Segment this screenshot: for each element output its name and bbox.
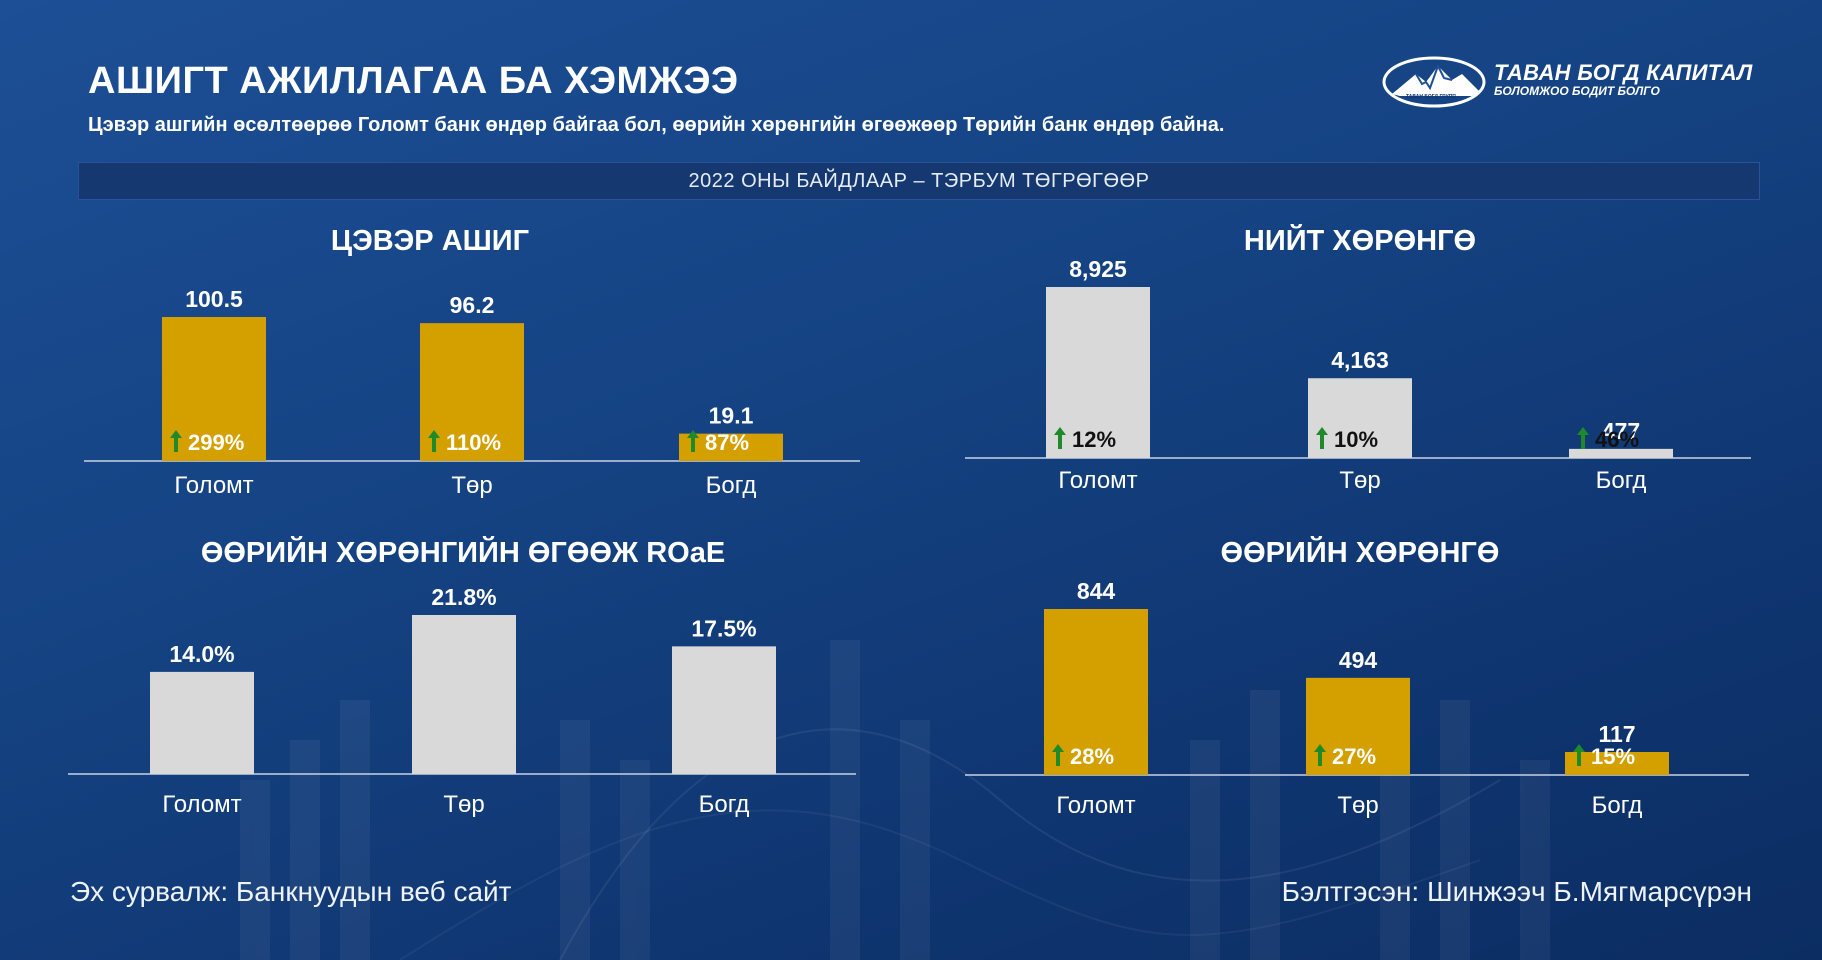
- chart-title: ЦЭВЭР АШИГ: [330, 225, 530, 257]
- value-label: 117: [1598, 721, 1635, 747]
- up-arrow-icon: [428, 430, 440, 452]
- value-label: 19.1: [709, 403, 754, 429]
- up-arrow-icon: [1054, 427, 1066, 449]
- growth-label: 28%: [1070, 744, 1114, 769]
- category-label: Голомт: [174, 472, 253, 499]
- net-profit-chart: ЦЭВЭР АШИГ 100.5 Голомт 299% 96.2 Төр 110% 19.…: [80, 225, 860, 515]
- category-label: Төр: [1339, 467, 1380, 494]
- bar-1: [1044, 609, 1148, 775]
- chart-title: ӨӨРИЙН ХӨРӨНГӨ: [1220, 537, 1500, 569]
- bar-3: [672, 646, 776, 774]
- up-arrow-icon: [1573, 744, 1585, 766]
- up-arrow-icon: [1316, 427, 1328, 449]
- value-label: 4,163: [1331, 347, 1389, 373]
- bar-2: [412, 615, 516, 774]
- growth-label: 110%: [446, 430, 501, 455]
- value-label: 100.5: [185, 286, 243, 312]
- logo-name: ТАВАН БОГД КАПИТАЛ: [1494, 60, 1753, 85]
- value-label: 21.8%: [431, 584, 496, 610]
- roae-plot: 14.0% Голомт 21.8% Төр 17.5% Богд: [68, 584, 856, 818]
- mountain-logo-icon: [1382, 56, 1486, 108]
- growth-label: 87%: [705, 430, 749, 455]
- bar-1: [150, 671, 254, 774]
- total-assets-chart: НИЙТ ХӨРӨНГӨ 8,925 Голомт 12% 4,163 Төр 10% 47…: [965, 225, 1755, 515]
- bar-2: [1306, 677, 1410, 775]
- value-label: 477: [1602, 418, 1640, 444]
- page-title: АШИГТ АЖИЛЛАГАА БА ХЭМЖЭЭ: [88, 60, 739, 102]
- growth-label: 15%: [1591, 744, 1635, 769]
- chart-title: НИЙТ ХӨРӨНГӨ: [1243, 225, 1477, 257]
- category-label: Голомт: [162, 791, 241, 818]
- bar-1: [1046, 287, 1150, 458]
- growth-label: 27%: [1332, 744, 1376, 769]
- bar-3: [1569, 448, 1673, 458]
- category-label: Голомт: [1056, 792, 1135, 819]
- growth-label: 299%: [188, 430, 244, 455]
- value-label: 8,925: [1069, 256, 1127, 282]
- category-label: Богд: [699, 791, 750, 818]
- value-label: 14.0%: [169, 641, 234, 667]
- up-arrow-icon: [1577, 427, 1589, 449]
- roae-chart: ӨӨРИЙН ХӨРӨНГИЙН ӨГӨӨЖ ROaE 14.0% Голомт 2…: [68, 537, 858, 827]
- value-label: 17.5%: [691, 615, 756, 641]
- equity-chart: ӨӨРИЙН ХӨРӨНГӨ 844 Голомт 28% 494 Төр 27% 117 Б…: [965, 537, 1755, 827]
- growth-label: 10%: [1334, 427, 1378, 452]
- value-label: 96.2: [450, 292, 495, 318]
- category-label: Төр: [1337, 792, 1378, 819]
- author-note: Бэлтгэсэн: Шинжээч Б.Мягмарсүрэн: [1281, 876, 1752, 907]
- category-label: Голомт: [1058, 467, 1137, 494]
- category-label: Төр: [443, 791, 484, 818]
- company-logo: ТАВАН БОГД ГРУПП ТАВАН БОГД КАПИТАЛ БОЛО…: [1382, 50, 1752, 112]
- equity-plot: 844 Голомт 28% 494 Төр 27% 117 Богд 15%: [965, 578, 1749, 819]
- up-arrow-icon: [1052, 744, 1064, 766]
- logo-group-text: ТАВАН БОГД ГРУПП: [1406, 94, 1456, 100]
- value-label: 494: [1339, 647, 1378, 673]
- total-assets-plot: 8,925 Голомт 12% 4,163 Төр 10% 477 Богд 46%: [965, 256, 1751, 494]
- bar-3: [679, 433, 783, 461]
- category-label: Богд: [1596, 467, 1647, 494]
- bar-2: [420, 323, 524, 461]
- net-profit-plot: 100.5 Голомт 299% 96.2 Төр 110% 19.1 Богд 87%: [84, 286, 860, 499]
- bar-2: [1308, 378, 1412, 458]
- up-arrow-icon: [687, 430, 699, 452]
- growth-label: 46%: [1595, 427, 1639, 452]
- up-arrow-icon: [1314, 744, 1326, 766]
- growth-label: 12%: [1072, 427, 1116, 452]
- bar-3: [1565, 751, 1669, 775]
- page-subtitle: Цэвэр ашгийн өсөлтөөрөө Голомт банк өндө…: [88, 114, 1225, 136]
- logo-tagline: БОЛОМЖОО БОДИТ БОЛГО: [1494, 84, 1660, 98]
- category-label: Төр: [451, 472, 492, 499]
- chart-title: ӨӨРИЙН ХӨРӨНГИЙН ӨГӨӨЖ ROaE: [200, 537, 726, 569]
- category-label: Богд: [1592, 792, 1643, 819]
- period-banner: 2022 ОНЫ БАЙДЛААР – ТЭРБУМ ТӨГРӨГӨӨР: [78, 162, 1760, 200]
- value-label: 844: [1077, 578, 1116, 604]
- up-arrow-icon: [170, 430, 182, 452]
- category-label: Богд: [706, 472, 757, 499]
- source-note: Эх сурвалж: Банкнуудын веб сайт: [70, 876, 512, 907]
